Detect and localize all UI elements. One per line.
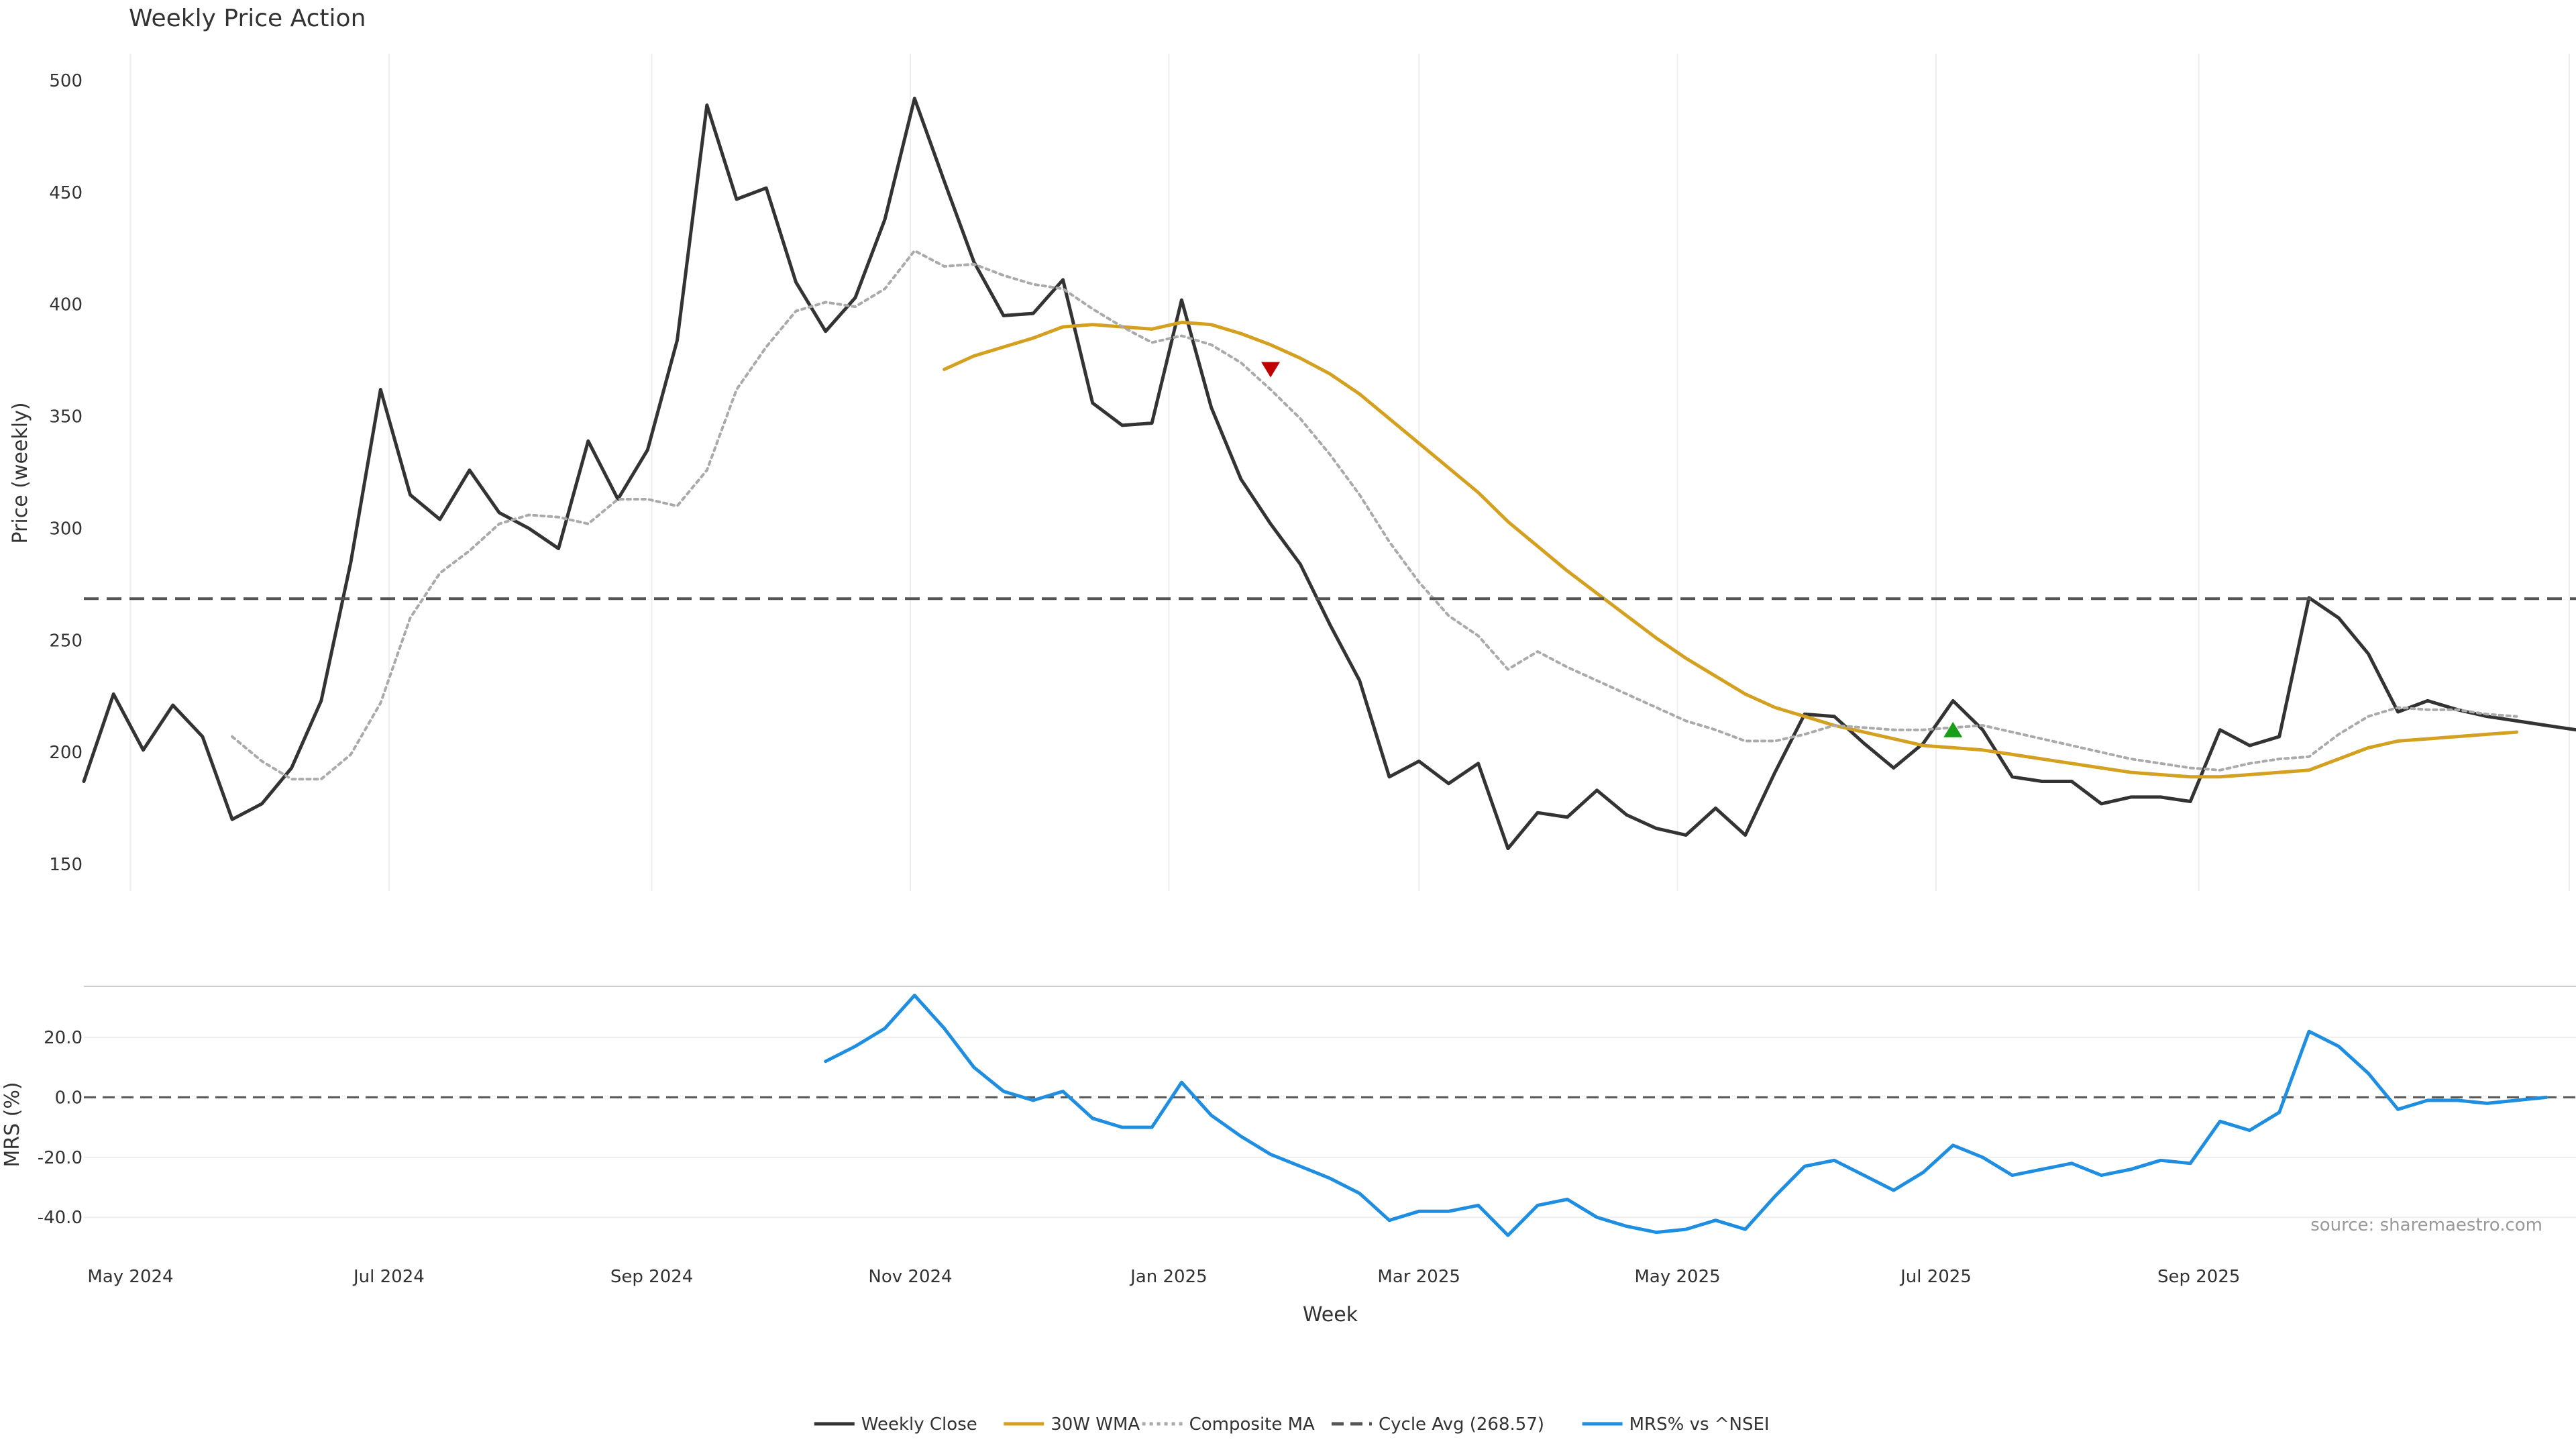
price-y-tick-label: 150 bbox=[49, 855, 83, 875]
marker-layer bbox=[1261, 362, 1963, 737]
mrs-y-axis-label: MRS (%) bbox=[1, 1082, 24, 1167]
price-y-tick-label: 300 bbox=[49, 519, 83, 539]
series-composite-ma-line bbox=[231, 249, 2518, 781]
price-y-tick-label: 400 bbox=[49, 295, 83, 315]
x-tick-label: Jul 2025 bbox=[1899, 1267, 1972, 1287]
x-tick-label: Jan 2025 bbox=[1129, 1267, 1208, 1287]
price-y-axis-label: Price (weekly) bbox=[9, 402, 32, 543]
legend-label: Composite MA bbox=[1189, 1414, 1315, 1435]
series-weekly-close-line bbox=[82, 97, 2576, 851]
series-layer bbox=[82, 97, 2576, 1237]
legend-label: Weekly Close bbox=[861, 1414, 977, 1435]
series-30w-wma-line bbox=[943, 320, 2518, 779]
mrs-y-tick-label: 20.0 bbox=[44, 1028, 83, 1048]
x-tick-label: May 2024 bbox=[87, 1267, 173, 1287]
price-y-tick-label: 450 bbox=[49, 183, 83, 203]
x-tick-label: Mar 2025 bbox=[1377, 1267, 1460, 1287]
grid-layer bbox=[84, 54, 2576, 1218]
tick-layer: May 2024 Jul 2024 Sep 2024 Nov 2024 Jan 2025… bbox=[38, 71, 2241, 1287]
legend-item: MRS% vs ^NSEI bbox=[1582, 1414, 1770, 1435]
price-y-tick-label: 250 bbox=[49, 631, 83, 651]
mrs-y-tick-label: -20.0 bbox=[38, 1148, 83, 1168]
x-tick-label: May 2025 bbox=[1634, 1267, 1720, 1287]
legend-label: 30W WMA bbox=[1051, 1414, 1140, 1435]
mrs-y-tick-label: -40.0 bbox=[38, 1208, 83, 1228]
x-tick-label: Sep 2025 bbox=[2157, 1267, 2240, 1287]
sell-signal-marker bbox=[1261, 362, 1281, 378]
legend-item: 30W WMA bbox=[1004, 1414, 1140, 1435]
buy-signal-marker bbox=[1943, 721, 1963, 737]
legend: Weekly Close 30W WMA Composite MA Cycle Avg… bbox=[814, 1414, 1770, 1435]
price-y-tick-label: 350 bbox=[49, 407, 83, 427]
legend-item: Composite MA bbox=[1142, 1414, 1315, 1435]
price-y-tick-label: 500 bbox=[49, 71, 83, 91]
legend-item: Weekly Close bbox=[814, 1414, 977, 1435]
legend-label: Cycle Avg (268.57) bbox=[1379, 1414, 1544, 1435]
watermark: source: sharemaestro.com bbox=[2310, 1215, 2542, 1235]
series-mrs-vs-nsei-line bbox=[824, 993, 2548, 1237]
chart-title: Weekly Price Action bbox=[129, 5, 366, 32]
x-tick-label: Sep 2024 bbox=[610, 1267, 693, 1287]
legend-label: MRS% vs ^NSEI bbox=[1629, 1414, 1770, 1435]
price-y-tick-label: 200 bbox=[49, 743, 83, 763]
mrs-y-tick-label: 0.0 bbox=[55, 1088, 83, 1108]
x-tick-label: Jul 2024 bbox=[352, 1267, 425, 1287]
legend-item: Cycle Avg (268.57) bbox=[1332, 1414, 1544, 1435]
x-axis-label: Week bbox=[1303, 1303, 1358, 1327]
x-tick-label: Nov 2024 bbox=[868, 1267, 952, 1287]
